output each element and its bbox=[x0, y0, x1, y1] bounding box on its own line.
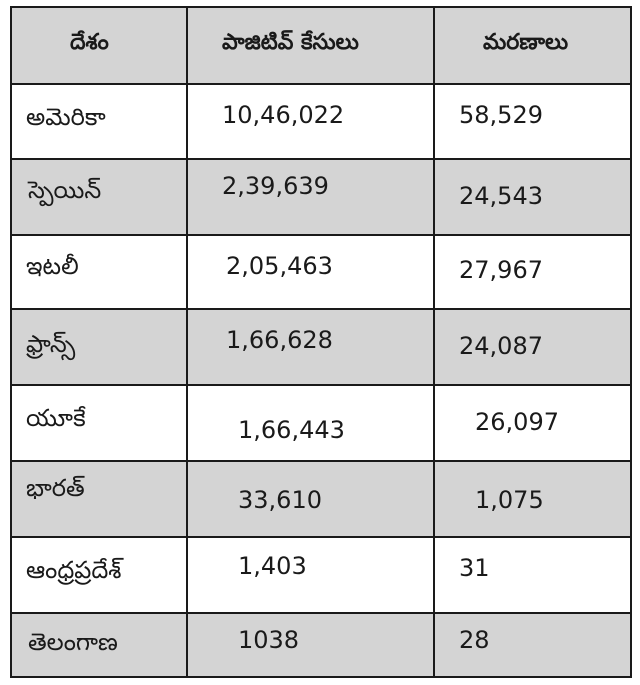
table-header-row: దేశం పాజిటివ్ కేసులు మరణాలు bbox=[12, 8, 630, 83]
deaths-cell: 24,087 bbox=[433, 310, 630, 384]
header-deaths: మరణాలు bbox=[483, 30, 569, 55]
cases-cell: 1,403 bbox=[186, 538, 433, 612]
deaths-value: 24,087 bbox=[459, 332, 543, 360]
country-cell: ఆంధ్రప్రదేశ్ bbox=[12, 538, 186, 612]
deaths-value: 24,543 bbox=[459, 182, 543, 210]
deaths-cell: 58,529 bbox=[433, 85, 630, 158]
header-cell-cases: పాజిటివ్ కేసులు bbox=[186, 8, 433, 83]
cases-cell: 2,39,639 bbox=[186, 160, 433, 234]
country-cell: అమెరికా bbox=[12, 85, 186, 158]
table-row: స్పెయిన్ 2,39,639 24,543 bbox=[12, 158, 630, 234]
deaths-value: 1,075 bbox=[475, 486, 544, 514]
cases-cell: 1038 bbox=[186, 614, 433, 676]
deaths-cell: 1,075 bbox=[433, 462, 630, 536]
header-country: దేశం bbox=[70, 30, 109, 55]
header-cell-deaths: మరణాలు bbox=[433, 8, 630, 83]
cases-value: 33,610 bbox=[238, 486, 322, 514]
table-row: ఇటలీ 2,05,463 27,967 bbox=[12, 234, 630, 308]
deaths-cell: 28 bbox=[433, 614, 630, 676]
country-name: తెలంగాణ bbox=[28, 628, 118, 656]
table-row: భారత్ 33,610 1,075 bbox=[12, 460, 630, 536]
covid-table: దేశం పాజిటివ్ కేసులు మరణాలు అమెరికా 10,4… bbox=[10, 6, 632, 678]
deaths-value: 31 bbox=[459, 554, 490, 582]
header-cases: పాజిటివ్ కేసులు bbox=[222, 30, 359, 55]
deaths-value: 58,529 bbox=[459, 101, 543, 129]
cases-cell: 33,610 bbox=[186, 462, 433, 536]
cases-cell: 1,66,443 bbox=[186, 386, 433, 460]
cases-value: 1038 bbox=[238, 626, 300, 654]
cases-cell: 10,46,022 bbox=[186, 85, 433, 158]
country-name: స్పెయిన్ bbox=[28, 176, 102, 204]
deaths-value: 28 bbox=[459, 626, 490, 654]
country-cell: తెలంగాణ bbox=[12, 614, 186, 676]
cases-value: 10,46,022 bbox=[222, 101, 345, 129]
header-cell-country: దేశం bbox=[12, 8, 186, 83]
cases-value: 2,05,463 bbox=[226, 252, 333, 280]
country-name: భారత్ bbox=[26, 474, 85, 502]
country-name: ఫ్రాన్స్ bbox=[26, 330, 76, 358]
deaths-cell: 31 bbox=[433, 538, 630, 612]
table-row: అమెరికా 10,46,022 58,529 bbox=[12, 83, 630, 158]
country-cell: స్పెయిన్ bbox=[12, 160, 186, 234]
table-row: ఆంధ్రప్రదేశ్ 1,403 31 bbox=[12, 536, 630, 612]
cases-value: 1,403 bbox=[238, 552, 307, 580]
country-cell: యూకే bbox=[12, 386, 186, 460]
cases-value: 2,39,639 bbox=[222, 172, 329, 200]
country-name: ఆంధ్రప్రదేశ్ bbox=[26, 556, 122, 584]
deaths-cell: 27,967 bbox=[433, 236, 630, 308]
deaths-value: 27,967 bbox=[459, 256, 543, 284]
table-row: యూకే 1,66,443 26,097 bbox=[12, 384, 630, 460]
deaths-value: 26,097 bbox=[475, 408, 559, 436]
deaths-cell: 26,097 bbox=[433, 386, 630, 460]
cases-cell: 2,05,463 bbox=[186, 236, 433, 308]
country-name: ఇటలీ bbox=[26, 252, 79, 280]
country-cell: భారత్ bbox=[12, 462, 186, 536]
country-name: యూకే bbox=[26, 404, 86, 432]
country-name: అమెరికా bbox=[26, 103, 106, 131]
cases-cell: 1,66,628 bbox=[186, 310, 433, 384]
table-row: తెలంగాణ 1038 28 bbox=[12, 612, 630, 676]
deaths-cell: 24,543 bbox=[433, 160, 630, 234]
table-row: ఫ్రాన్స్ 1,66,628 24,087 bbox=[12, 308, 630, 384]
country-cell: ఇటలీ bbox=[12, 236, 186, 308]
country-cell: ఫ్రాన్స్ bbox=[12, 310, 186, 384]
cases-value: 1,66,443 bbox=[238, 416, 345, 444]
cases-value: 1,66,628 bbox=[226, 326, 333, 354]
